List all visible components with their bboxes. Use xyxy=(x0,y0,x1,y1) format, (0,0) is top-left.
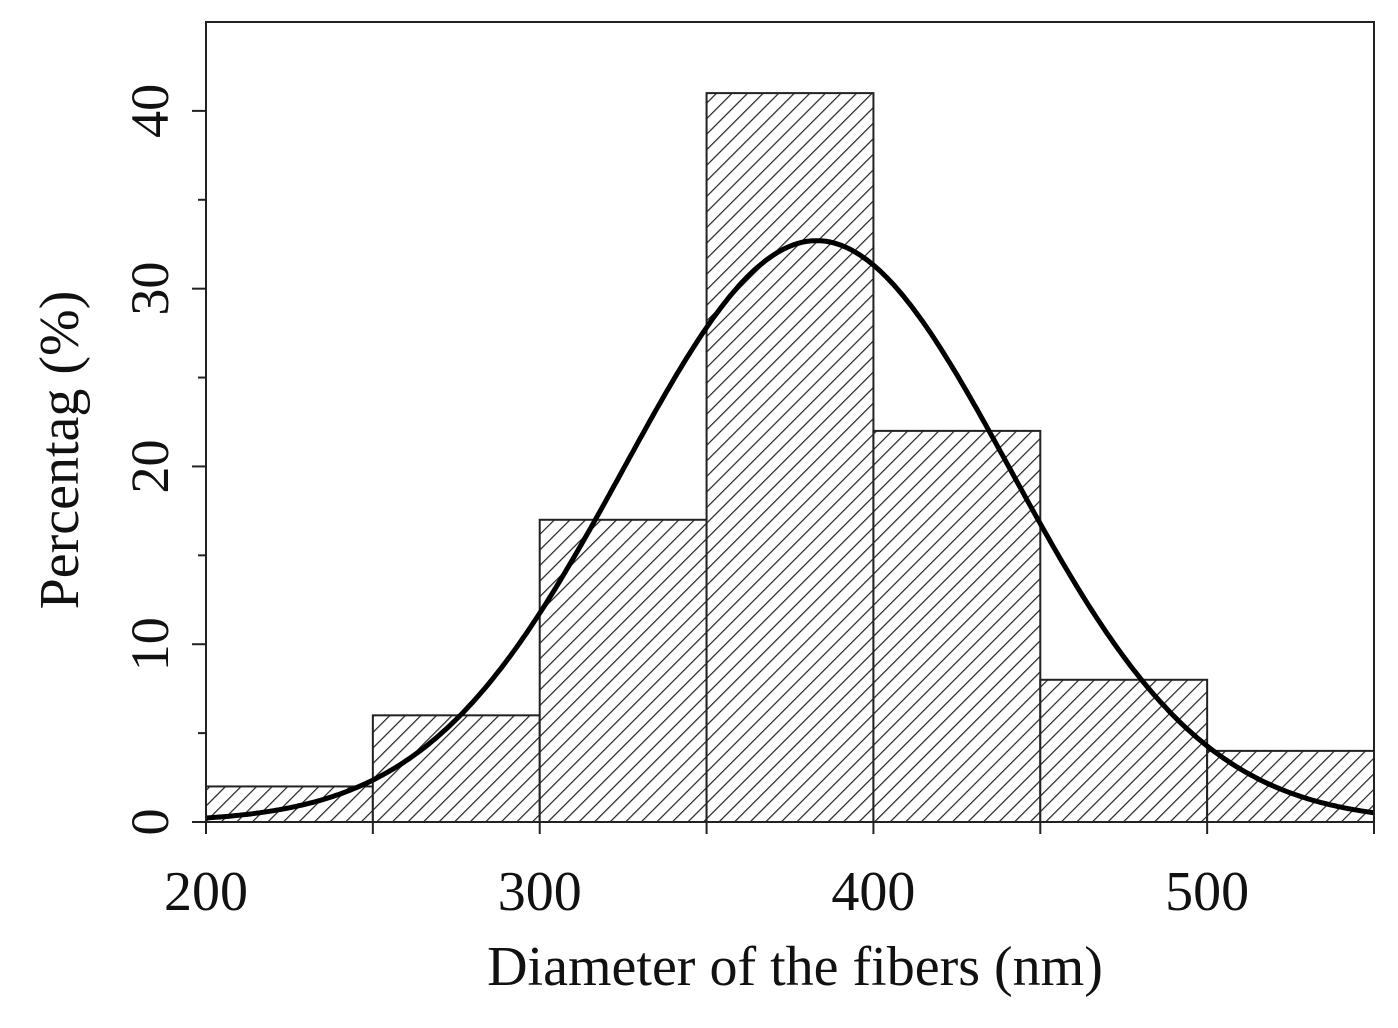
y-tick-label: 30 xyxy=(120,262,180,316)
x-tick-label: 400 xyxy=(831,861,915,923)
fit-curve-layer xyxy=(205,238,1375,821)
x-axis-title: Diameter of the fibers (nm) xyxy=(487,936,1103,998)
y-tick-label: 0 xyxy=(120,809,180,836)
histogram-bar-5 xyxy=(872,429,1042,823)
x-tick-label: 500 xyxy=(1165,861,1249,923)
normal-fit-curve xyxy=(205,238,1375,821)
x-tick-label: 300 xyxy=(498,861,582,923)
y-tick-label: 20 xyxy=(120,439,180,493)
histogram-bar-2 xyxy=(371,714,541,823)
y-tick-label: 10 xyxy=(120,617,180,671)
histogram-bar-3 xyxy=(538,518,708,823)
x-tick-label: 200 xyxy=(164,861,248,923)
histogram-bar-4 xyxy=(705,92,875,824)
y-axis-title: Percentag (%) xyxy=(29,291,91,610)
axes-layer: 200 300 400 500 0 10 20 30 40 xyxy=(120,21,1375,923)
bars-layer xyxy=(205,92,1375,824)
y-tick-label: 40 xyxy=(120,84,180,138)
histogram-bar-6 xyxy=(1039,678,1209,823)
plot-frame xyxy=(205,21,1375,823)
